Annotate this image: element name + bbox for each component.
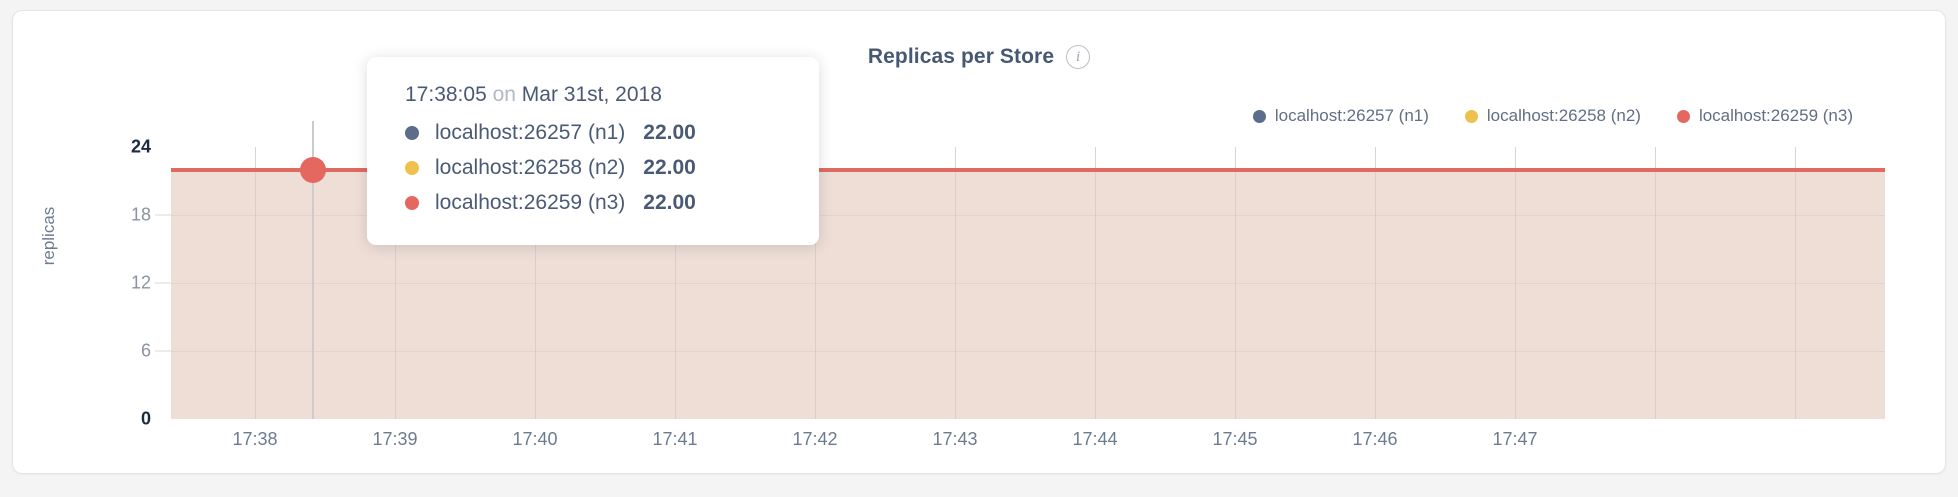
y-tick-label: 0	[140, 408, 151, 429]
gridline-horizontal	[171, 283, 1885, 284]
x-tick-label: 17:41	[652, 429, 698, 449]
y-tick-label: 6	[140, 340, 151, 361]
gridline-vertical	[1655, 147, 1656, 419]
y-axis-label: replicas	[39, 206, 58, 266]
legend-dot-icon	[1252, 109, 1266, 123]
x-tick-label: 17:40	[512, 429, 558, 449]
gridline-vertical	[1795, 147, 1796, 419]
chart-plot-region[interactable]: replicas 24 18 12 6 0	[13, 11, 1945, 473]
y-tick-mark	[155, 282, 171, 284]
tooltip-row-n2: localhost:26258 (n2) 22.00	[405, 156, 781, 180]
gridline-vertical	[1375, 147, 1376, 419]
legend-dot-icon	[1676, 109, 1690, 123]
gridline-vertical	[1095, 147, 1096, 419]
tooltip-time: 17:38:05	[405, 83, 487, 106]
hover-point-marker[interactable]	[300, 157, 326, 183]
info-icon[interactable]: i	[1066, 45, 1091, 69]
tooltip-on-word: on	[492, 83, 516, 106]
gridline-vertical	[395, 147, 396, 419]
legend-item-n1[interactable]: localhost:26257 (n1)	[1252, 106, 1429, 126]
legend-label: localhost:26258 (n2)	[1486, 106, 1641, 125]
gridline-vertical	[1515, 147, 1516, 419]
x-tick-label: 17:46	[1352, 429, 1398, 449]
hover-tooltip: 17:38:05 on Mar 31st, 2018 localhost:262…	[367, 57, 819, 245]
gridline-vertical	[955, 147, 956, 419]
y-tick-label: 18	[130, 204, 151, 225]
chart-card: Replicas per Store i localhost:26257 (n1…	[12, 10, 1946, 474]
tooltip-series-label: localhost:26257 (n1)	[435, 121, 626, 144]
tooltip-date: Mar 31st, 2018	[521, 83, 662, 106]
y-tick-mark	[155, 214, 171, 216]
tooltip-timestamp: 17:38:05 on Mar 31st, 2018	[405, 83, 781, 107]
series-dot-icon	[405, 196, 419, 210]
x-tick-label: 17:42	[792, 429, 838, 449]
tooltip-series-value: 22.00	[643, 156, 696, 179]
chart-legend: localhost:26257 (n1) localhost:26258 (n2…	[1252, 106, 1853, 126]
gridline-vertical	[675, 147, 676, 419]
tooltip-row-n1: localhost:26257 (n1) 22.00	[405, 121, 781, 145]
series-dot-icon	[405, 161, 419, 175]
y-tick-label: 12	[130, 272, 151, 293]
legend-dot-icon	[1464, 109, 1478, 123]
tooltip-row-n3: localhost:26259 (n3) 22.00	[405, 191, 781, 215]
legend-item-n2[interactable]: localhost:26258 (n2)	[1464, 106, 1641, 126]
tooltip-series-value: 22.00	[643, 121, 696, 144]
legend-label: localhost:26257 (n1)	[1274, 106, 1429, 125]
legend-item-n3[interactable]: localhost:26259 (n3)	[1676, 106, 1853, 126]
series-dot-icon	[405, 126, 419, 140]
x-tick-label: 17:38	[232, 429, 278, 449]
gridline-vertical	[1235, 147, 1236, 419]
x-tick-label: 17:43	[932, 429, 978, 449]
y-axis-ticks: 24 18 12 6 0	[91, 11, 151, 497]
y-tick-label: 24	[130, 136, 151, 157]
gridline-vertical	[535, 147, 536, 419]
tooltip-series-label: localhost:26258 (n2)	[435, 156, 626, 179]
gridline-vertical	[255, 147, 256, 419]
x-tick-label: 17:47	[1492, 429, 1538, 449]
legend-label: localhost:26259 (n3)	[1698, 106, 1853, 125]
gridline-horizontal	[171, 215, 1885, 216]
series-line-n3	[171, 168, 1885, 172]
tooltip-series-value: 22.00	[643, 191, 696, 214]
gridline-horizontal	[171, 351, 1885, 352]
hover-crosshair	[312, 121, 314, 419]
tooltip-series-label: localhost:26259 (n3)	[435, 191, 626, 214]
x-tick-label: 17:44	[1072, 429, 1118, 449]
x-tick-label: 17:45	[1212, 429, 1258, 449]
x-tick-label: 17:39	[372, 429, 418, 449]
y-tick-mark	[155, 350, 171, 352]
gridline-vertical	[815, 147, 816, 419]
